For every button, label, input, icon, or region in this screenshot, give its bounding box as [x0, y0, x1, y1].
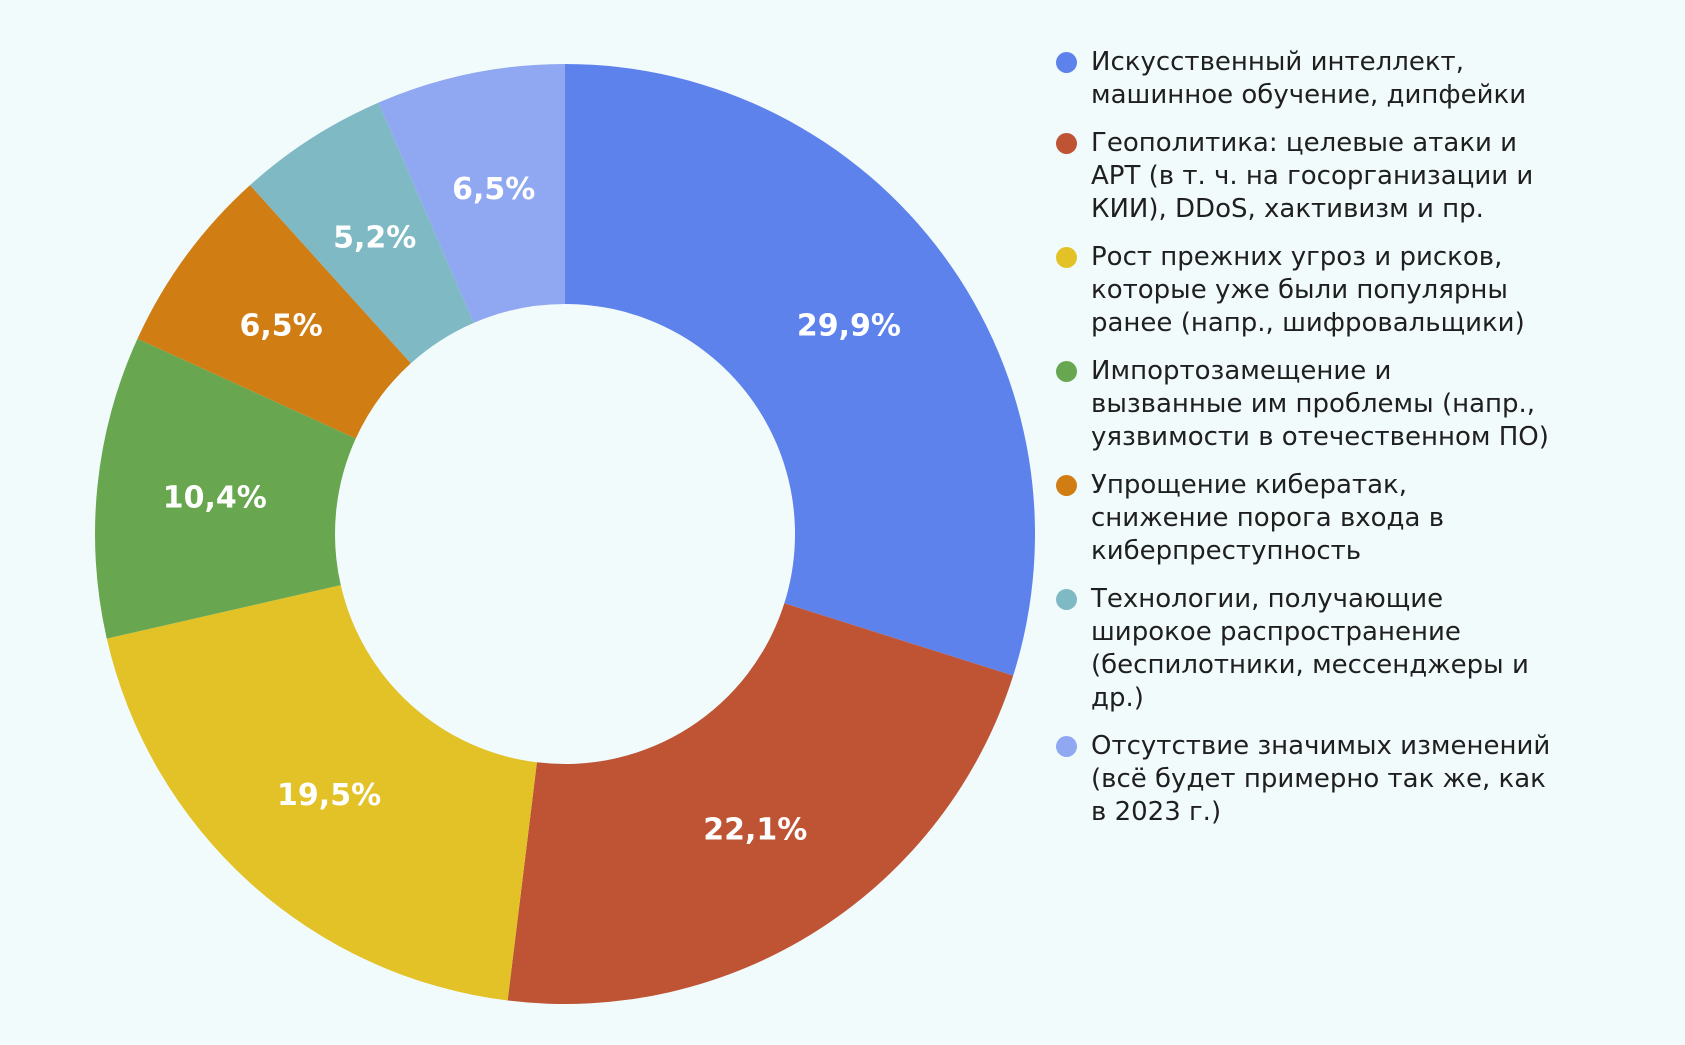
- donut-chart: 29,9% 22,1% 19,5% 10,4% 6,5% 5,2% 6,5%: [94, 64, 1036, 1004]
- slice-value-label-0: 29,9%: [797, 308, 901, 343]
- legend-item-3: Импортозамещение и вызванные им проблемы…: [1056, 355, 1670, 454]
- legend-label: Упрощение кибератак, снижение порога вхо…: [1091, 470, 1445, 566]
- legend-bullet-icon: [1056, 361, 1077, 382]
- pie-slice-0: [565, 64, 1036, 676]
- slice-value-label-4: 6,5%: [239, 308, 322, 343]
- slice-value-label-1: 22,1%: [703, 813, 807, 848]
- pie-slice-3: [94, 338, 356, 639]
- slice-value-label-5: 5,2%: [333, 220, 416, 255]
- legend-label: Технологии, получающие широкое распростр…: [1091, 584, 1529, 713]
- pie-slice-1: [507, 603, 1014, 1004]
- legend-label: Отсутствие значимых изменений (всё будет…: [1091, 731, 1551, 827]
- slice-value-label-3: 10,4%: [163, 481, 267, 516]
- legend-bullet-icon: [1056, 52, 1077, 73]
- pie-slice-2: [106, 585, 537, 1001]
- legend-item-2: Рост прежних угроз и рисков, которые уже…: [1056, 241, 1670, 340]
- pie-slice-4: [137, 185, 411, 439]
- slice-value-label-2: 19,5%: [277, 778, 381, 813]
- legend-bullet-icon: [1056, 133, 1077, 154]
- legend-bullet-icon: [1056, 736, 1077, 757]
- legend-item-5: Технологии, получающие широкое распростр…: [1056, 583, 1670, 715]
- legend-bullet-icon: [1056, 589, 1077, 610]
- legend-item-0: Искусственный интеллект, машинное обучен…: [1056, 46, 1670, 112]
- legend-item-1: Геополитика: целевые атаки и APT (в т. ч…: [1056, 127, 1670, 226]
- legend-item-4: Упрощение кибератак, снижение порога вхо…: [1056, 469, 1670, 568]
- legend-label: Геополитика: целевые атаки и APT (в т. ч…: [1091, 128, 1534, 224]
- slice-value-label-6: 6,5%: [452, 172, 535, 207]
- legend-item-6: Отсутствие значимых изменений (всё будет…: [1056, 730, 1670, 829]
- legend-bullet-icon: [1056, 475, 1077, 496]
- donut-chart-svg: 29,9% 22,1% 19,5% 10,4% 6,5% 5,2% 6,5%: [94, 64, 1036, 1004]
- pie-slice-5: [250, 102, 474, 364]
- legend-bullet-icon: [1056, 247, 1077, 268]
- chart-legend: Искусственный интеллект, машинное обучен…: [1056, 46, 1670, 829]
- legend-label: Импортозамещение и вызванные им проблемы…: [1091, 356, 1549, 452]
- legend-label: Рост прежних угроз и рисков, которые уже…: [1091, 242, 1525, 338]
- pie-slice-6: [378, 64, 565, 323]
- legend-label: Искусственный интеллект, машинное обучен…: [1091, 47, 1527, 110]
